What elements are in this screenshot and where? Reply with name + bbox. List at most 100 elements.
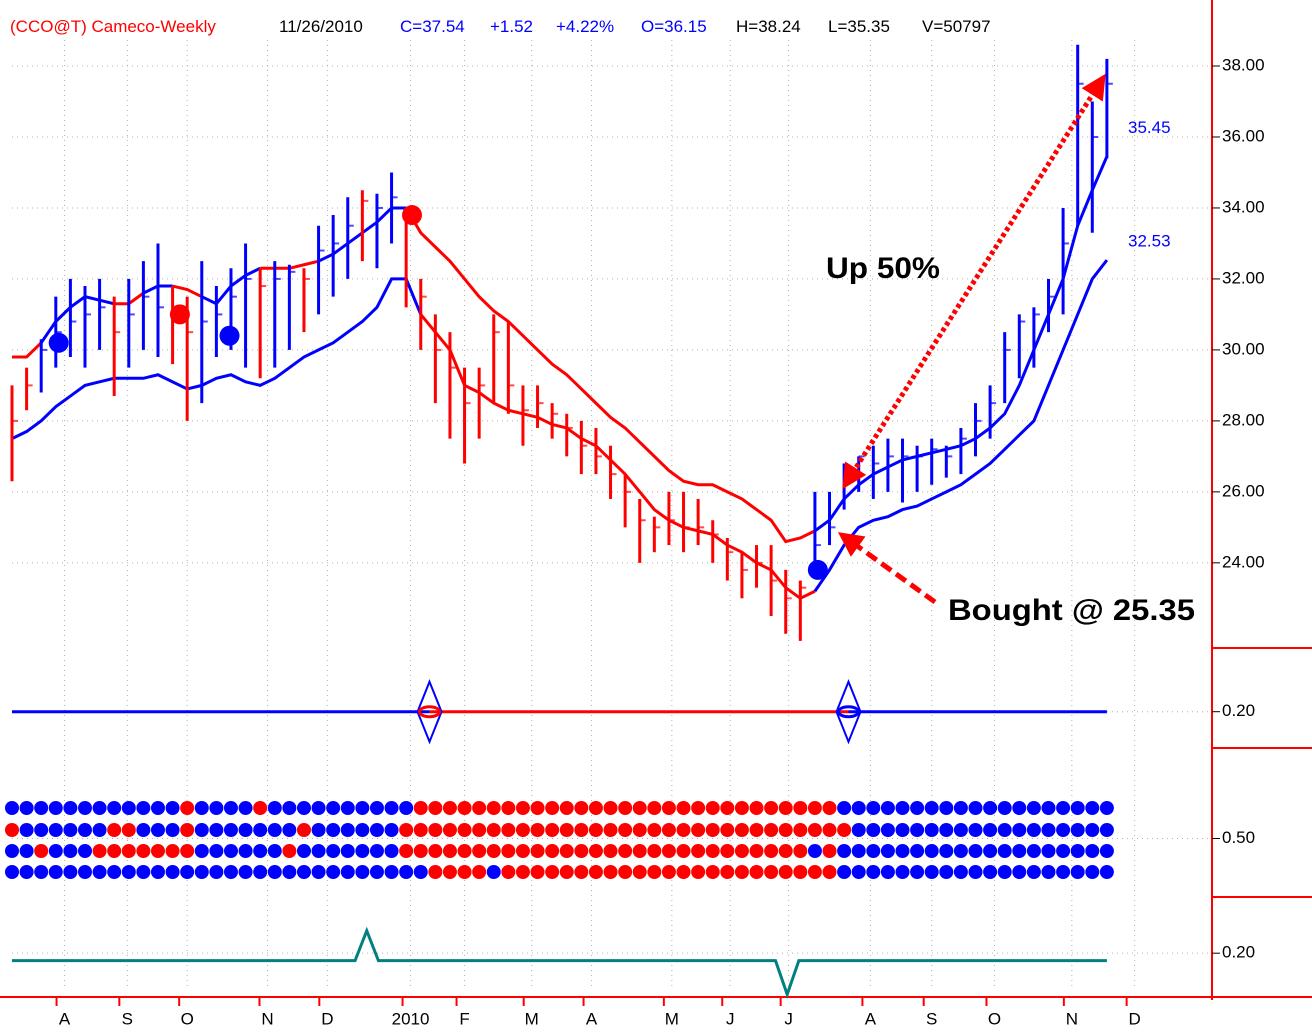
state-dot [1099, 865, 1114, 879]
state-dot [136, 801, 151, 815]
state-dot [764, 823, 779, 837]
state-dot [705, 823, 720, 837]
state-dot [939, 844, 954, 858]
state-dot [267, 865, 282, 879]
state-dot [486, 801, 501, 815]
state-dot [34, 865, 49, 879]
y-tick-label: 24.00 [1222, 552, 1265, 571]
state-dot [559, 801, 574, 815]
state-dot [997, 823, 1012, 837]
state-dot [1085, 865, 1100, 879]
x-tick-label: A [59, 1009, 71, 1028]
state-dot [1041, 844, 1056, 858]
state-dot [1099, 823, 1114, 837]
state-dot [472, 801, 487, 815]
state-dot [661, 865, 676, 879]
state-dot [807, 823, 822, 837]
state-dot [953, 801, 968, 815]
state-dot [705, 844, 720, 858]
state-dot [764, 844, 779, 858]
value-label: 32.53 [1128, 232, 1171, 251]
x-tick-label: S [926, 1009, 937, 1028]
state-dot [136, 865, 151, 879]
low: L=35.35 [828, 17, 890, 36]
state-dot [749, 865, 764, 879]
state-dot [355, 844, 370, 858]
state-dot [661, 823, 676, 837]
state-dot [442, 844, 457, 858]
state-dot [107, 844, 122, 858]
open: O=36.15 [641, 17, 707, 36]
state-dot [924, 865, 939, 879]
state-dot [223, 844, 238, 858]
state-dot [428, 865, 443, 879]
state-dot [983, 801, 998, 815]
state-dot [384, 823, 399, 837]
x-tick-label: D [1128, 1009, 1140, 1028]
state-dot [369, 823, 384, 837]
state-dot [457, 823, 472, 837]
annotation: Bought @ 25.35 [948, 594, 1195, 627]
state-dot [807, 844, 822, 858]
state-dot [253, 801, 268, 815]
state-dot [238, 823, 253, 837]
state-dot [340, 844, 355, 858]
x-tick-label: D [321, 1009, 333, 1028]
state-dot [837, 801, 852, 815]
state-dot [501, 844, 516, 858]
state-dot [1012, 844, 1027, 858]
state-dot [457, 801, 472, 815]
state-dot [19, 865, 34, 879]
x-tick-label: F [459, 1009, 469, 1028]
state-dot [238, 865, 253, 879]
state-dot [253, 823, 268, 837]
x-tick-label: J [726, 1009, 735, 1028]
state-dot [5, 865, 19, 879]
x-tick-label: S [122, 1009, 133, 1028]
state-dot [442, 801, 457, 815]
state-dot [647, 801, 662, 815]
state-dot [501, 801, 516, 815]
state-dot [968, 865, 983, 879]
state-dot [19, 801, 34, 815]
state-dot [326, 865, 341, 879]
state-dot [180, 844, 195, 858]
state-dot [296, 844, 311, 858]
state-dot [238, 801, 253, 815]
state-dot [165, 801, 180, 815]
state-dot [1056, 801, 1071, 815]
state-dot [77, 801, 92, 815]
state-dot [1070, 823, 1085, 837]
state-dot [194, 844, 209, 858]
state-dot [530, 865, 545, 879]
upper-band [172, 284, 203, 299]
state-dot [691, 823, 706, 837]
state-dot [924, 844, 939, 858]
up-arrow [842, 73, 1106, 490]
y-tick-label: 26.00 [1222, 481, 1265, 500]
x-tick-label: M [525, 1009, 539, 1028]
state-dot [267, 844, 282, 858]
state-dot [632, 844, 647, 858]
signal-dot [402, 205, 422, 226]
annotation: Up 50% [826, 252, 940, 285]
state-dot [924, 801, 939, 815]
lower-band [11, 277, 423, 440]
y-tick-label: 28.00 [1222, 410, 1265, 429]
state-dot [107, 801, 122, 815]
state-dot [107, 823, 122, 837]
state-dot [5, 801, 19, 815]
state-dot [1070, 844, 1085, 858]
state-dot [793, 823, 808, 837]
state-dot [588, 801, 603, 815]
state-dot [895, 801, 910, 815]
state-dot [837, 844, 852, 858]
state-dot [997, 801, 1012, 815]
state-dot [253, 865, 268, 879]
state-dot [734, 801, 749, 815]
state-dot [734, 865, 749, 879]
state-dot [63, 865, 78, 879]
x-tick-label: J [784, 1009, 793, 1028]
state-dot [793, 801, 808, 815]
